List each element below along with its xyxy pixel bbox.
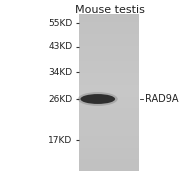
Bar	[79, 61, 139, 65]
Ellipse shape	[78, 92, 118, 106]
Bar	[79, 163, 139, 167]
Bar	[79, 73, 139, 77]
Bar	[79, 151, 139, 155]
Bar	[79, 155, 139, 159]
Bar	[79, 30, 139, 34]
Text: 43KD: 43KD	[48, 42, 73, 51]
Bar	[79, 81, 139, 85]
Bar	[79, 100, 139, 104]
Bar	[79, 77, 139, 81]
Bar	[79, 167, 139, 171]
Bar	[79, 50, 139, 54]
Bar	[79, 85, 139, 89]
Bar	[79, 93, 139, 97]
Bar	[79, 42, 139, 46]
Bar	[79, 89, 139, 93]
Bar	[79, 116, 139, 120]
Bar	[79, 38, 139, 42]
Bar	[79, 57, 139, 61]
Text: 34KD: 34KD	[48, 68, 73, 76]
Bar	[79, 128, 139, 132]
Bar	[79, 148, 139, 151]
Bar	[79, 132, 139, 136]
Bar	[79, 108, 139, 112]
Bar	[79, 54, 139, 57]
Text: 26KD: 26KD	[48, 94, 73, 103]
Bar	[79, 159, 139, 163]
Ellipse shape	[80, 94, 115, 104]
Bar	[79, 46, 139, 50]
Text: 55KD: 55KD	[48, 19, 73, 28]
Bar	[79, 14, 139, 171]
Bar	[79, 69, 139, 73]
Bar	[79, 140, 139, 144]
Bar	[79, 22, 139, 26]
Bar	[79, 65, 139, 69]
Text: Mouse testis: Mouse testis	[75, 5, 145, 15]
Bar	[79, 112, 139, 116]
Bar	[79, 136, 139, 140]
Bar	[79, 97, 139, 100]
Bar	[79, 14, 139, 18]
Bar	[79, 144, 139, 148]
Bar	[79, 26, 139, 30]
Bar	[79, 104, 139, 108]
Text: 17KD: 17KD	[48, 136, 73, 145]
Bar	[79, 18, 139, 22]
Bar	[79, 120, 139, 124]
Text: RAD9A: RAD9A	[145, 94, 179, 104]
Bar	[79, 124, 139, 128]
Bar	[79, 34, 139, 38]
